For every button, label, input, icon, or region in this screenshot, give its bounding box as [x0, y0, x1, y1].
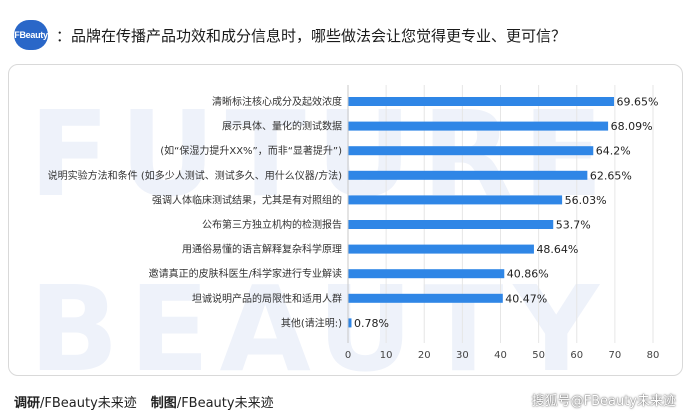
value-label-6: 53.7% [556, 219, 591, 232]
x-tick-label-60: 60 [570, 350, 583, 361]
x-tick-label-30: 30 [456, 350, 469, 361]
header: FBeauty ：品牌在传播产品功效和成分信息时，哪些做法会让您觉得更专业、更可… [14, 20, 566, 50]
bar-5 [348, 195, 563, 205]
category-label-7: 用通俗易懂的语言解释复杂科学原理 [182, 243, 342, 256]
x-tick-label-50: 50 [532, 350, 545, 361]
question-title: ：品牌在传播产品功效和成分信息时，哪些做法会让您觉得更专业、更可信？ [56, 26, 567, 45]
value-label-10: 0.78% [354, 317, 389, 330]
bar-7 [348, 244, 534, 254]
value-label-2: 68.09% [611, 120, 653, 133]
bar-10 [348, 318, 352, 328]
bar-chart: 清晰标注核心成分及起效浓度 69.65% 展示具体、量化的测试数据 68.09% (如“… [48, 85, 660, 361]
category-label-3: (如“保湿力提升XX%”，而非“显著提升”) [160, 144, 342, 157]
made-value: /FBeauty未来迹 [176, 396, 274, 411]
x-tick-label-40: 40 [494, 350, 507, 361]
bar-6 [348, 220, 554, 229]
value-label-4: 62.65% [590, 169, 632, 182]
bar-9 [348, 293, 503, 303]
value-label-8: 40.86% [507, 268, 549, 281]
category-label-8: 邀请真正的皮肤科医生/科学家进行专业解读 [149, 267, 342, 280]
category-label-10: 其他(请注明:) [281, 316, 342, 329]
made-label: 制图 [150, 396, 177, 411]
brand-logo: FBeauty [14, 20, 48, 50]
category-label-6: 公布第三方独立机构的检测报告 [202, 218, 342, 231]
research-value: /FBeauty未来迹 [40, 396, 137, 411]
bar-8 [348, 269, 505, 279]
source-credit: 搜狐号@FBeauty未来迹 [531, 394, 676, 409]
category-label-2: 展示具体、量化的测试数据 [222, 120, 342, 133]
watermark-line-2: BEAUTY [29, 260, 609, 376]
value-label-5: 56.03% [565, 194, 607, 207]
x-tick-label-10: 10 [380, 350, 393, 361]
bar-3 [348, 146, 594, 156]
x-tick-label-0: 0 [345, 350, 351, 361]
category-label-9: 坦诚说明产品的局限性和适用人群 [192, 292, 342, 305]
bar-4 [348, 170, 588, 180]
x-tick-label-80: 80 [647, 350, 660, 361]
value-label-3: 64.2% [596, 145, 631, 158]
value-label-7: 48.64% [536, 243, 578, 256]
footer: 调研/FBeauty未来迹 制图/FBeauty未来迹 [14, 392, 274, 411]
x-tick-label-20: 20 [418, 350, 431, 361]
bar-1 [348, 97, 615, 106]
value-label-1: 69.65% [617, 96, 659, 109]
value-label-9: 40.47% [505, 292, 547, 305]
category-label-1: 清晰标注核心成分及起效浓度 [212, 95, 342, 108]
category-label-5: 强调人体临床测试结果，尤其是有对照组的 [152, 193, 342, 206]
category-label-4: 说明实验方法和条件 (如多少人测试、测试多久、用什么仪器/方法) [48, 169, 342, 182]
chart-panel: FUTURE BEAUTY 清晰标注核心成分及起效浓度 69.65% 展示具体、量化… [8, 64, 683, 376]
research-label: 调研 [14, 396, 41, 411]
bar-2 [348, 121, 609, 131]
x-tick-label-70: 70 [609, 350, 622, 361]
